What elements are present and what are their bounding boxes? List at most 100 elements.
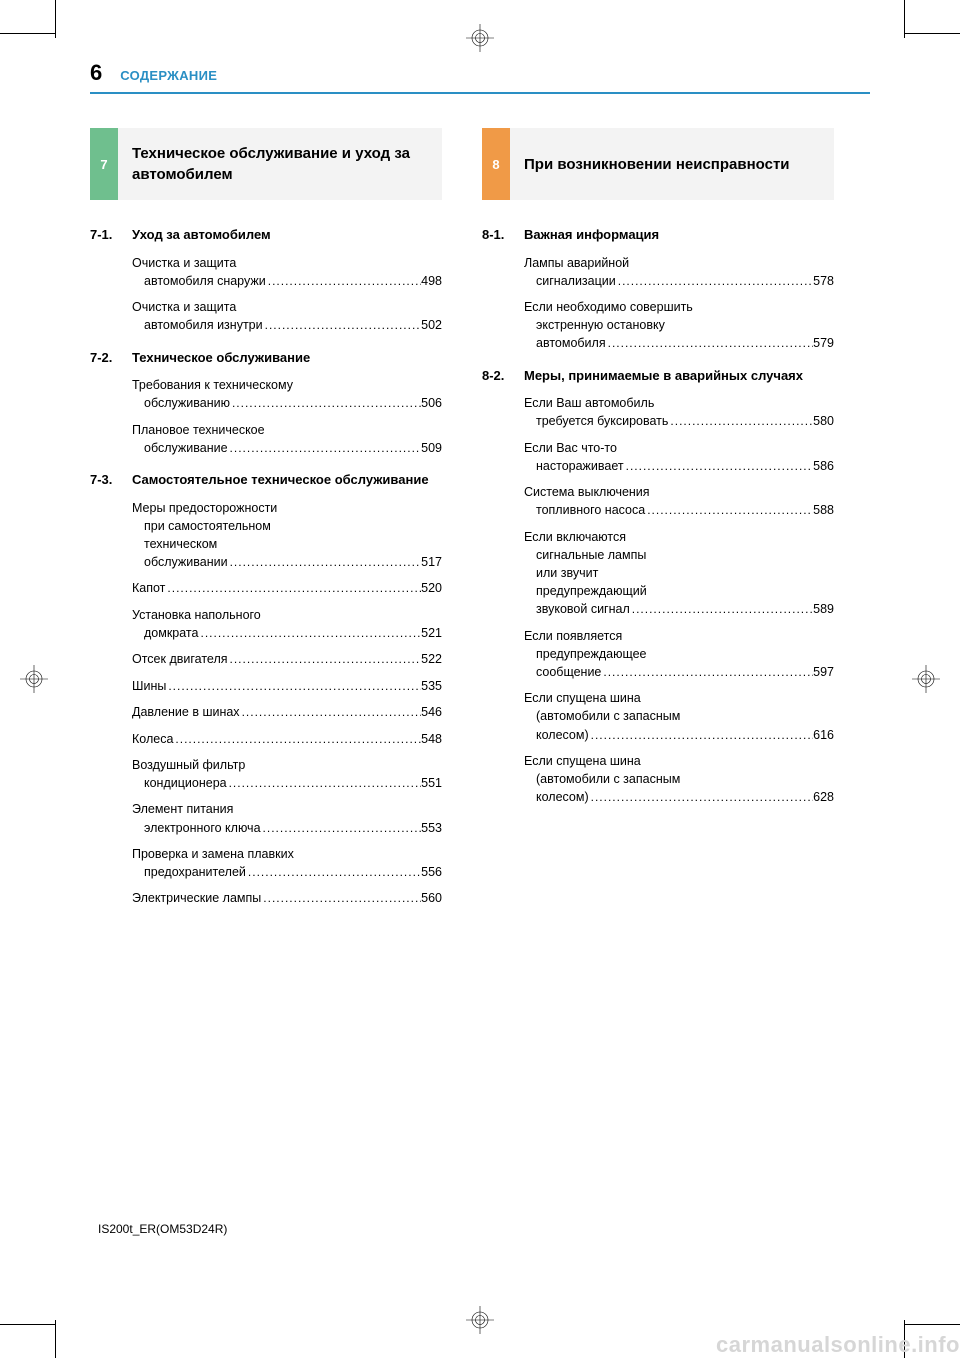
toc-entry-page: 556 [421, 863, 442, 881]
toc-entry-line: Очистка и защита [132, 298, 442, 316]
toc-entry: Капот ..................................… [90, 579, 442, 597]
toc-leader-dots: ........................................… [630, 601, 813, 618]
section-title: Самостоятельное техническое обслуживание [132, 471, 442, 489]
section-block: 7-2.Техническое обслуживаниеТребования к… [90, 349, 442, 458]
toc-entry-line: предохранителей ........................… [132, 863, 442, 881]
section-heading: 7-2.Техническое обслуживание [90, 349, 442, 367]
section-number: 8-2. [482, 367, 524, 385]
toc-entry-text: Если Вас что-то [524, 439, 617, 457]
toc-entry: Если включаютсясигнальные лампыили звучи… [482, 528, 834, 619]
toc-leader-dots: ........................................… [227, 775, 422, 792]
toc-entry-text: Электрические лампы [132, 889, 261, 907]
chapter-box: 7Техническое обслуживание и уход за авто… [90, 128, 442, 200]
section-title: Уход за автомобилем [132, 226, 442, 244]
toc-entry-page: 548 [421, 730, 442, 748]
toc-entry-text: Если необходимо совершить [524, 298, 693, 316]
section-title: Техническое обслуживание [132, 349, 442, 367]
toc-entry-line: Если спущена шина [524, 752, 834, 770]
toc-entry-line: Очистка и защита [132, 254, 442, 272]
toc-entry: Если Ваш автомобильтребуется буксировать… [482, 394, 834, 431]
toc-entry-line: Давление в шинах .......................… [132, 703, 442, 721]
right-column: 8При возникновении неисправности8-1.Важн… [482, 128, 834, 922]
toc-leader-dots: ........................................… [606, 335, 814, 352]
toc-entry-text: Проверка и замена плавких [132, 845, 294, 863]
toc-leader-dots: ........................................… [228, 554, 422, 571]
toc-entry-line: Воздушный фильтр [132, 756, 442, 774]
toc-entry-text: Плановое техническое [132, 421, 265, 439]
section-heading: 8-2.Меры, принимаемые в аварийных случая… [482, 367, 834, 385]
toc-entry-text: Очистка и защита [132, 254, 236, 272]
toc-entry-line: автомобиля .............................… [524, 334, 834, 352]
content-columns: 7Техническое обслуживание и уход за авто… [90, 128, 870, 922]
toc-entry-text: колесом) [536, 788, 589, 806]
toc-entry: Установка напольногодомкрата ...........… [90, 606, 442, 643]
toc-entry: Очистка и защитаавтомобиля снаружи .....… [90, 254, 442, 291]
toc-entry-line: обслуживании ...........................… [132, 553, 442, 571]
section-number: 7-3. [90, 471, 132, 489]
toc-leader-dots: ........................................… [261, 890, 421, 907]
toc-entry-line: требуется буксировать ..................… [524, 412, 834, 430]
toc-entry-line: при самостоятельном [132, 517, 442, 535]
toc-entry-line: звуковой сигнал ........................… [524, 600, 834, 618]
toc-leader-dots: ........................................… [601, 664, 813, 681]
toc-entry-text: требуется буксировать [536, 412, 668, 430]
toc-entry-page: 578 [813, 272, 834, 290]
toc-entry: Меры предосторожностипри самостоятельном… [90, 499, 442, 572]
toc-entry-page: 628 [813, 788, 834, 806]
toc-entry: Если спущена шина(автомобили с запаснымк… [482, 752, 834, 807]
toc-entry-line: автомобиля изнутри .....................… [132, 316, 442, 334]
toc-entry-text: обслуживании [144, 553, 228, 571]
toc-entry-line: кондиционера ...........................… [132, 774, 442, 792]
toc-entry-line: Капот ..................................… [132, 579, 442, 597]
toc-entry: Проверка и замена плавкихпредохранителей… [90, 845, 442, 882]
toc-entry-line: сигнализации ...........................… [524, 272, 834, 290]
toc-entry-text: при самостоятельном [144, 517, 271, 535]
crop-mark [0, 33, 55, 34]
toc-entry-text: колесом) [536, 726, 589, 744]
toc-leader-dots: ........................................… [165, 580, 421, 597]
toc-entry-line: сигнальные лампы [524, 546, 834, 564]
toc-entry-line: техническом [132, 535, 442, 553]
toc-entry: Если появляетсяпредупреждающеесообщение … [482, 627, 834, 682]
toc-entry-line: Если включаются [524, 528, 834, 546]
toc-entry: Если спущена шина(автомобили с запаснымк… [482, 689, 834, 744]
toc-leader-dots: ........................................… [166, 678, 421, 695]
toc-leader-dots: ........................................… [266, 273, 421, 290]
crop-mark [904, 0, 905, 38]
toc-entry-line: Лампы аварийной [524, 254, 834, 272]
chapter-title: Техническое обслуживание и уход за автом… [118, 128, 442, 200]
registration-mark-icon [912, 665, 940, 693]
toc-entry-text: сигнализации [536, 272, 616, 290]
toc-entry-text: (автомобили с запасным [536, 707, 680, 725]
toc-entry-line: Колеса .................................… [132, 730, 442, 748]
toc-entry-page: 502 [421, 316, 442, 334]
toc-entry-line: предупреждающее [524, 645, 834, 663]
toc-entry-text: предупреждающее [536, 645, 647, 663]
toc-entry-line: Если появляется [524, 627, 834, 645]
section-block: 8-2.Меры, принимаемые в аварийных случая… [482, 367, 834, 807]
toc-entry-text: предупреждающий [536, 582, 647, 600]
toc-entry: Лампы аварийнойсигнализации ............… [482, 254, 834, 291]
toc-entry: Давление в шинах .......................… [90, 703, 442, 721]
page-content: 6 СОДЕРЖАНИЕ 7Техническое обслуживание и… [90, 60, 870, 1298]
toc-entry-line: Меры предосторожности [132, 499, 442, 517]
toc-entry-line: топливного насоса ......................… [524, 501, 834, 519]
section-number: 8-1. [482, 226, 524, 244]
toc-entry-page: 551 [421, 774, 442, 792]
toc-entry-page: 498 [421, 272, 442, 290]
toc-entry-line: предупреждающий [524, 582, 834, 600]
toc-leader-dots: ........................................… [263, 317, 422, 334]
toc-entry-line: домкрата ...............................… [132, 624, 442, 642]
chapter-title: При возникновении неисправности [510, 128, 834, 200]
toc-entry-text: Если спущена шина [524, 752, 641, 770]
toc-entry-text: Давление в шинах [132, 703, 240, 721]
toc-entry: Отсек двигателя ........................… [90, 650, 442, 668]
toc-entry-page: 560 [421, 889, 442, 907]
toc-entry-line: Проверка и замена плавких [132, 845, 442, 863]
toc-entry: Шины ...................................… [90, 677, 442, 695]
left-column: 7Техническое обслуживание и уход за авто… [90, 128, 442, 922]
section-heading: 7-3.Самостоятельное техническое обслужив… [90, 471, 442, 489]
section-block: 7-3.Самостоятельное техническое обслужив… [90, 471, 442, 908]
toc-entry-line: Установка напольного [132, 606, 442, 624]
toc-entry-text: домкрата [144, 624, 198, 642]
